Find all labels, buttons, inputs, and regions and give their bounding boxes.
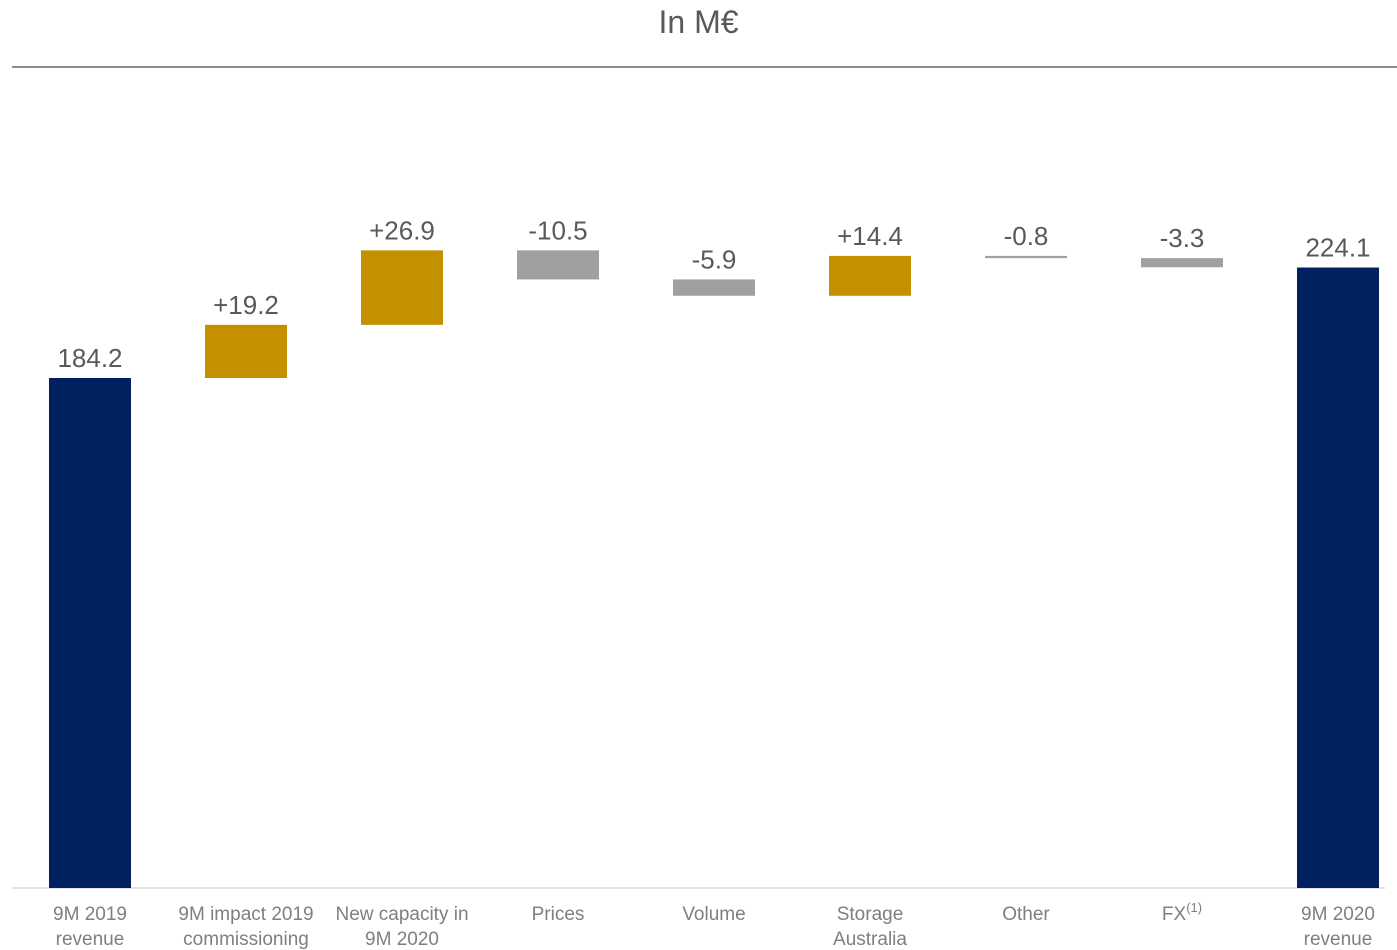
data-label: 184.2 (57, 343, 122, 373)
bar-volume (673, 279, 755, 296)
category-label: Prices (532, 904, 585, 925)
data-label: -10.5 (528, 215, 587, 245)
category-label: Australia (833, 929, 907, 950)
data-label: +26.9 (369, 215, 435, 245)
data-label: +19.2 (213, 290, 279, 320)
bar-new-capacity-in-9m-2020 (361, 250, 443, 325)
bar-fx (1141, 258, 1223, 268)
category-label: New capacity in (335, 904, 468, 925)
data-label: +14.4 (837, 221, 903, 251)
category-label: 9M 2020 (365, 929, 439, 950)
data-label: 224.1 (1305, 233, 1370, 263)
bar-9m-2020-revenue (1297, 267, 1379, 888)
footnote-marker: (1) (1186, 900, 1202, 915)
category-label: 9M impact 2019 (178, 904, 313, 925)
value-labels-layer: 184.2 +19.2 +26.9 -10.5 -5.9 +14.4 -0.8 -3.3 224… (57, 215, 1370, 373)
category-label: Volume (682, 904, 745, 925)
bar-9m-2019-revenue (49, 378, 131, 888)
category-label: Storage (837, 904, 904, 925)
category-label: 9M 2020 (1301, 904, 1375, 925)
data-label: -3.3 (1160, 223, 1205, 253)
category-label: Other (1002, 904, 1050, 925)
bar-prices (517, 250, 599, 280)
category-label: FX(1) (1162, 900, 1202, 925)
category-label: 9M 2019 (53, 904, 127, 925)
category-labels-layer: 9M 2019 revenue 9M impact 2019 commissionin… (53, 900, 1375, 950)
category-label: revenue (1304, 929, 1373, 950)
bar-storage-australia (829, 255, 911, 296)
category-label: revenue (56, 929, 125, 950)
category-label: commissioning (183, 929, 309, 950)
chart-title: In M€ (658, 4, 739, 40)
bar-9m-impact-2019-commissioning (205, 324, 287, 378)
bar-other (985, 255, 1067, 259)
data-label: -0.8 (1004, 221, 1049, 251)
bars-layer (49, 250, 1379, 888)
data-label: -5.9 (692, 244, 737, 274)
title-divider (12, 66, 1397, 68)
